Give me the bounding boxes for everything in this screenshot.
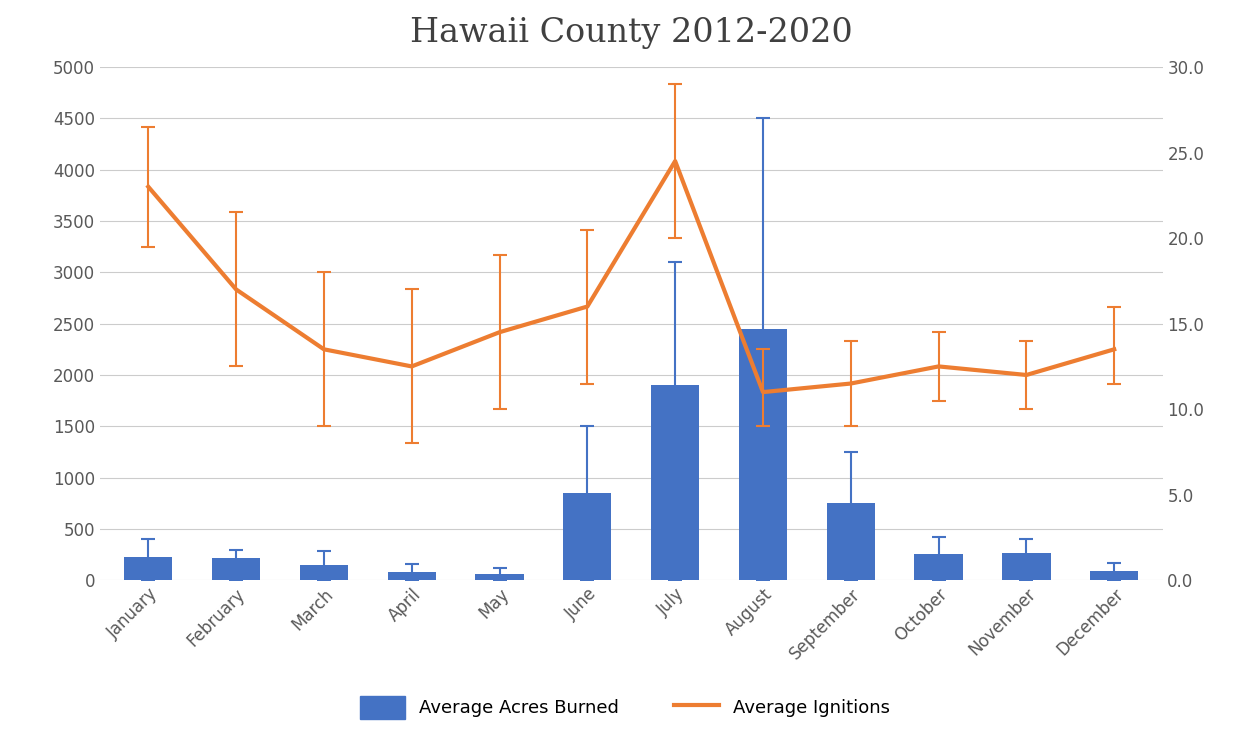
- Bar: [1090, 571, 1139, 580]
- Title: Hawaii County 2012-2020: Hawaii County 2012-2020: [410, 17, 852, 49]
- Bar: [1003, 553, 1050, 580]
- Bar: [915, 554, 962, 580]
- Bar: [300, 565, 348, 580]
- Bar: [564, 493, 611, 580]
- Bar: [388, 572, 436, 580]
- Bar: [475, 574, 524, 580]
- Bar: [213, 558, 260, 580]
- Bar: [651, 385, 699, 580]
- Bar: [826, 503, 875, 580]
- Bar: [739, 329, 788, 580]
- Bar: [124, 557, 172, 580]
- Legend: Average Acres Burned, Average Ignitions: Average Acres Burned, Average Ignitions: [351, 687, 899, 728]
